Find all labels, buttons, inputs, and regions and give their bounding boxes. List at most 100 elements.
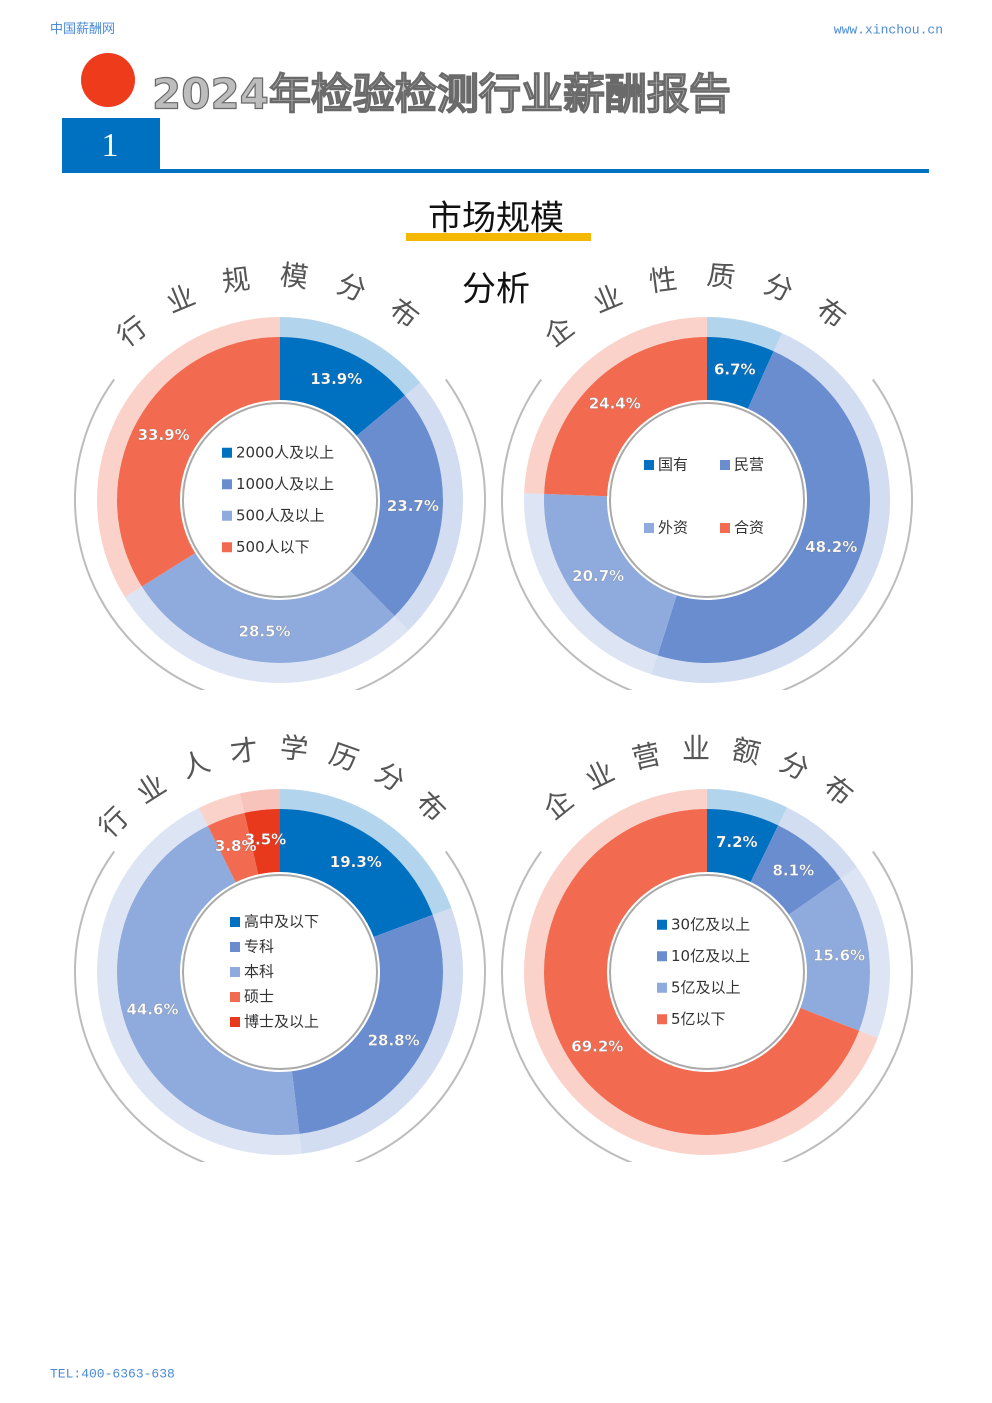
section-underline <box>406 233 591 241</box>
legend-swatch <box>657 982 667 993</box>
legend-label: 5亿以下 <box>671 1010 726 1028</box>
donut-halo <box>240 789 280 813</box>
outer-arc <box>74 850 486 1162</box>
legend-swatch <box>720 523 730 533</box>
data-label: 28.8% <box>368 1032 420 1050</box>
legend-circle <box>609 402 805 598</box>
legend-swatch <box>230 942 240 952</box>
legend-swatch <box>230 917 240 927</box>
red-dot <box>81 53 135 107</box>
donut-halo <box>124 586 409 683</box>
outer-arc <box>501 378 913 690</box>
donut-halo <box>524 317 707 494</box>
donut-halo <box>523 493 658 675</box>
legend-swatch <box>230 1017 240 1027</box>
donut-halo <box>96 807 302 1155</box>
page-number: 1 <box>102 127 119 164</box>
data-label: 19.3% <box>330 853 382 871</box>
donut-halo <box>198 793 245 826</box>
legend-swatch <box>222 510 232 521</box>
legend-label: 5亿及以上 <box>671 978 741 996</box>
donut-halo <box>778 807 857 879</box>
legend-swatch <box>222 447 232 458</box>
site-name: 中国薪酬网 <box>50 21 115 36</box>
legend-circle <box>182 874 378 1070</box>
donut-segment <box>291 914 443 1134</box>
data-label: 7.2% <box>716 833 758 851</box>
report-title: 2024年检验检测行业薪酬报告 <box>152 70 731 119</box>
data-label: 15.6% <box>813 946 865 964</box>
data-label: 28.5% <box>239 623 291 641</box>
legend-label: 高中及以下 <box>244 913 319 931</box>
legend-label: 硕士 <box>244 988 274 1006</box>
donut-segment <box>280 337 405 436</box>
legend-swatch <box>657 951 667 962</box>
data-label: 24.4% <box>589 395 641 413</box>
donut-segment <box>707 337 774 409</box>
donut-segment <box>141 553 395 664</box>
data-label: 44.6% <box>126 1000 178 1018</box>
header-rule <box>62 169 929 173</box>
legend-label: 2000人及以上 <box>236 443 334 461</box>
donut-segment <box>280 809 433 937</box>
section-title: 市场规模 <box>428 199 564 239</box>
site-url: www.xinchou.cn <box>834 22 943 37</box>
donut-halo <box>280 317 421 396</box>
data-label: 3.5% <box>245 830 287 848</box>
legend-swatch <box>657 919 667 930</box>
legend-label: 合资 <box>734 519 764 537</box>
outer-arc <box>501 850 913 1162</box>
legend-label: 外资 <box>658 519 688 537</box>
donut-segment <box>750 825 841 915</box>
donut-halo <box>394 382 463 631</box>
legend-swatch <box>657 1014 667 1025</box>
legend-label: 500人及以上 <box>236 506 325 524</box>
data-label: 13.9% <box>310 370 362 388</box>
outer-arc <box>74 378 486 690</box>
donut-segment <box>544 493 677 656</box>
legend-swatch <box>230 992 240 1002</box>
donut-segment <box>207 812 259 883</box>
legend-label: 10亿及以上 <box>671 947 750 965</box>
legend-label: 1000人及以上 <box>236 475 334 493</box>
donut-segment <box>657 351 871 664</box>
footer: TEL:400-6363-638 <box>50 1366 175 1381</box>
legend-label: 30亿及以上 <box>671 915 750 933</box>
donut-halo <box>840 867 891 1038</box>
data-label: 69.2% <box>571 1038 623 1056</box>
legend-label: 国有 <box>658 456 688 474</box>
legend-label: 博士及以上 <box>244 1013 319 1031</box>
donut-chart: 13.9% 23.7% 28.5% 33.9% 2000人及以上 1000人及以上 500人… <box>74 317 486 690</box>
data-label: 3.8% <box>215 837 257 855</box>
data-label: 6.7% <box>714 360 756 378</box>
legend-swatch <box>720 460 730 470</box>
data-label: 20.7% <box>572 567 624 585</box>
donut-chart: 7.2% 8.1% 15.6% 69.2% 30亿及以上 10亿及以上 5亿及以上 5亿以下 <box>501 789 913 1162</box>
legend-circle <box>609 874 805 1070</box>
donut-segment <box>543 809 860 1135</box>
legend-swatch <box>222 479 232 490</box>
donut-halo <box>280 789 452 915</box>
legend-swatch <box>230 967 240 977</box>
donut-segment <box>544 337 707 497</box>
donut-halo <box>299 907 463 1154</box>
legend-swatch <box>222 542 232 553</box>
donut-segment <box>244 809 280 875</box>
legend-label: 500人以下 <box>236 538 310 556</box>
legend-label: 民营 <box>734 456 764 474</box>
data-label: 33.9% <box>138 426 190 444</box>
donut-segment <box>788 878 870 1031</box>
donut-halo <box>707 317 782 352</box>
donut-halo <box>707 789 787 826</box>
page-box <box>62 118 160 172</box>
data-label: 23.7% <box>387 497 439 515</box>
donut-segment <box>116 337 280 587</box>
legend-circle <box>182 402 378 598</box>
donut-halo <box>97 317 280 598</box>
legend-swatch <box>644 523 654 533</box>
legend-label: 本科 <box>244 963 274 981</box>
section-subtitle: 分析 <box>462 270 530 310</box>
donut-segment <box>707 809 779 883</box>
